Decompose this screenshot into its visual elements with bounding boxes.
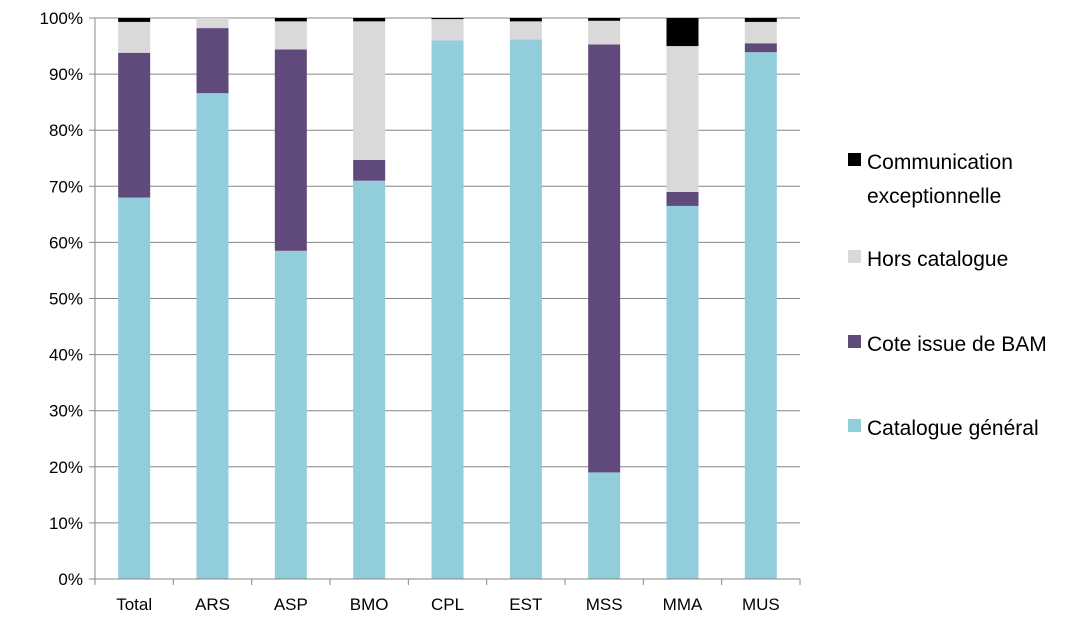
bar-segment-catalogue-g-n-ral-ars bbox=[196, 93, 229, 579]
bar-segment-communication-exceptionnelle-mus bbox=[744, 18, 777, 22]
legend-swatch bbox=[848, 250, 861, 263]
x-tick-label: MMA bbox=[663, 595, 703, 614]
y-tick-label: 90% bbox=[49, 65, 83, 84]
y-tick-label: 50% bbox=[49, 290, 83, 309]
bar-segment-hors-catalogue-asp bbox=[274, 21, 307, 50]
bar-segment-cote-issue-de-bam-total bbox=[118, 52, 151, 198]
bar-segment-communication-exceptionnelle-asp bbox=[274, 18, 307, 22]
legend-label: Cote issue de BAM bbox=[867, 333, 1047, 356]
bar-segment-cote-issue-de-bam-asp bbox=[274, 49, 307, 251]
bar-segment-hors-catalogue-est bbox=[509, 21, 542, 40]
bar-segment-hors-catalogue-total bbox=[118, 21, 151, 53]
y-axis-tick-labels: 0% 10% 20% 30% 40% 50% 60% 70% 80% 90% 100% bbox=[40, 9, 83, 589]
bar-segment-catalogue-g-n-ral-cpl bbox=[431, 40, 464, 579]
legend-label: Communication bbox=[867, 151, 1013, 174]
legend-label: exceptionnelle bbox=[867, 185, 1001, 208]
bar-segment-communication-exceptionnelle-cpl bbox=[431, 18, 464, 20]
bar-segment-catalogue-g-n-ral-est bbox=[509, 39, 542, 580]
x-tick-label: ASP bbox=[274, 595, 308, 614]
y-tick-label: 0% bbox=[58, 570, 83, 589]
legend: Communication exceptionnelle Hors catalogu… bbox=[848, 151, 1047, 440]
bar-segment-cote-issue-de-bam-mus bbox=[744, 43, 777, 53]
x-tick-label: Total bbox=[116, 595, 152, 614]
bar-segment-hors-catalogue-bmo bbox=[353, 21, 386, 160]
bar-segment-communication-exceptionnelle-bmo bbox=[353, 18, 386, 22]
bar-segment-communication-exceptionnelle-total bbox=[118, 18, 151, 22]
axes bbox=[89, 17, 801, 585]
x-tick-label: BMO bbox=[350, 595, 389, 614]
legend-label: Hors catalogue bbox=[867, 248, 1008, 271]
x-tick-label: MSS bbox=[586, 595, 623, 614]
y-tick-label: 40% bbox=[49, 346, 83, 365]
bar-segment-cote-issue-de-bam-bmo bbox=[353, 159, 386, 181]
bar-segment-communication-exceptionnelle-mss bbox=[588, 18, 621, 21]
y-tick-label: 10% bbox=[49, 514, 83, 533]
x-tick-label: CPL bbox=[431, 595, 464, 614]
legend-label: Catalogue général bbox=[867, 417, 1039, 440]
bar-segment-hors-catalogue-cpl bbox=[431, 19, 464, 41]
bar-segment-hors-catalogue-mus bbox=[744, 21, 777, 44]
y-tick-label: 100% bbox=[40, 9, 83, 28]
legend-swatch bbox=[848, 419, 861, 432]
bar-segment-catalogue-g-n-ral-asp bbox=[274, 250, 307, 579]
x-axis-tick-labels: Total ARS ASP BMO CPL EST MSS MMA MUS bbox=[116, 595, 780, 614]
x-tick-label: EST bbox=[509, 595, 542, 614]
bar-segment-communication-exceptionnelle-est bbox=[509, 18, 542, 22]
bar-segment-hors-catalogue-mss bbox=[588, 20, 621, 45]
y-tick-label: 20% bbox=[49, 458, 83, 477]
bar-segment-catalogue-g-n-ral-total bbox=[118, 197, 151, 579]
bar-segment-cote-issue-de-bam-ars bbox=[196, 28, 229, 94]
y-tick-label: 60% bbox=[49, 233, 83, 252]
bar-segment-communication-exceptionnelle-mma bbox=[666, 18, 699, 47]
y-tick-label: 70% bbox=[49, 177, 83, 196]
legend-swatch bbox=[848, 335, 861, 348]
bar-segment-hors-catalogue-mma bbox=[666, 46, 699, 192]
bar-segment-catalogue-g-n-ral-bmo bbox=[353, 180, 386, 579]
bar-segment-catalogue-g-n-ral-mma bbox=[666, 205, 699, 579]
bar-segment-hors-catalogue-ars bbox=[196, 18, 229, 29]
bar-segment-catalogue-g-n-ral-mss bbox=[588, 472, 621, 579]
bars bbox=[118, 18, 777, 580]
bar-segment-cote-issue-de-bam-mma bbox=[666, 191, 699, 206]
x-tick-label: MUS bbox=[742, 595, 780, 614]
y-tick-label: 80% bbox=[49, 121, 83, 140]
bar-segment-catalogue-g-n-ral-mus bbox=[744, 52, 777, 579]
y-tick-label: 30% bbox=[49, 402, 83, 421]
x-tick-label: ARS bbox=[195, 595, 230, 614]
legend-swatch bbox=[848, 153, 861, 166]
bar-segment-cote-issue-de-bam-mss bbox=[588, 44, 621, 473]
